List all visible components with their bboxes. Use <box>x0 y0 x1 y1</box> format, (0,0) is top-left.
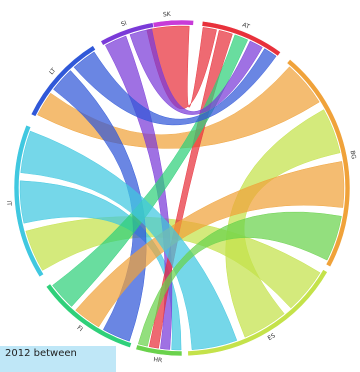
label-it: IT <box>5 200 12 206</box>
arc-lt[interactable] <box>30 45 97 117</box>
chord-labels: SK AT BG ES HR FI IT LT SI <box>5 11 357 365</box>
ribbon-fi-at[interactable] <box>52 34 249 307</box>
arc-es[interactable] <box>187 269 328 357</box>
ribbon-bg-fi[interactable] <box>75 161 345 328</box>
ribbon-lt-fi[interactable] <box>53 70 147 342</box>
label-fi: FI <box>76 324 85 333</box>
arc-at[interactable] <box>201 20 282 57</box>
arc-si[interactable] <box>100 22 155 46</box>
chord-ribbons <box>19 25 345 351</box>
label-hr: HR <box>153 356 163 364</box>
arc-fi[interactable] <box>45 283 133 349</box>
ribbon-es-bg[interactable] <box>225 109 341 338</box>
label-es: ES <box>267 332 277 342</box>
chord-arcs <box>13 19 351 357</box>
label-at: AT <box>241 22 251 31</box>
ribbon-at-hr[interactable] <box>148 30 233 349</box>
label-sk: SK <box>163 11 172 19</box>
ribbon-si-at[interactable] <box>129 28 263 115</box>
label-bg: BG <box>349 150 358 160</box>
tooltip-text: 2012 between <box>5 348 77 359</box>
label-lt: LT <box>48 67 58 77</box>
arc-it[interactable] <box>13 124 45 278</box>
tooltip: 2012 between <box>0 346 116 372</box>
label-si: SI <box>120 20 128 29</box>
ribbon-hr-bg[interactable] <box>137 211 342 347</box>
ribbon-it-es[interactable] <box>20 130 238 350</box>
ribbon-lt-at[interactable] <box>73 48 277 126</box>
arc-bg[interactable] <box>286 58 351 268</box>
arc-hr[interactable] <box>135 344 183 357</box>
